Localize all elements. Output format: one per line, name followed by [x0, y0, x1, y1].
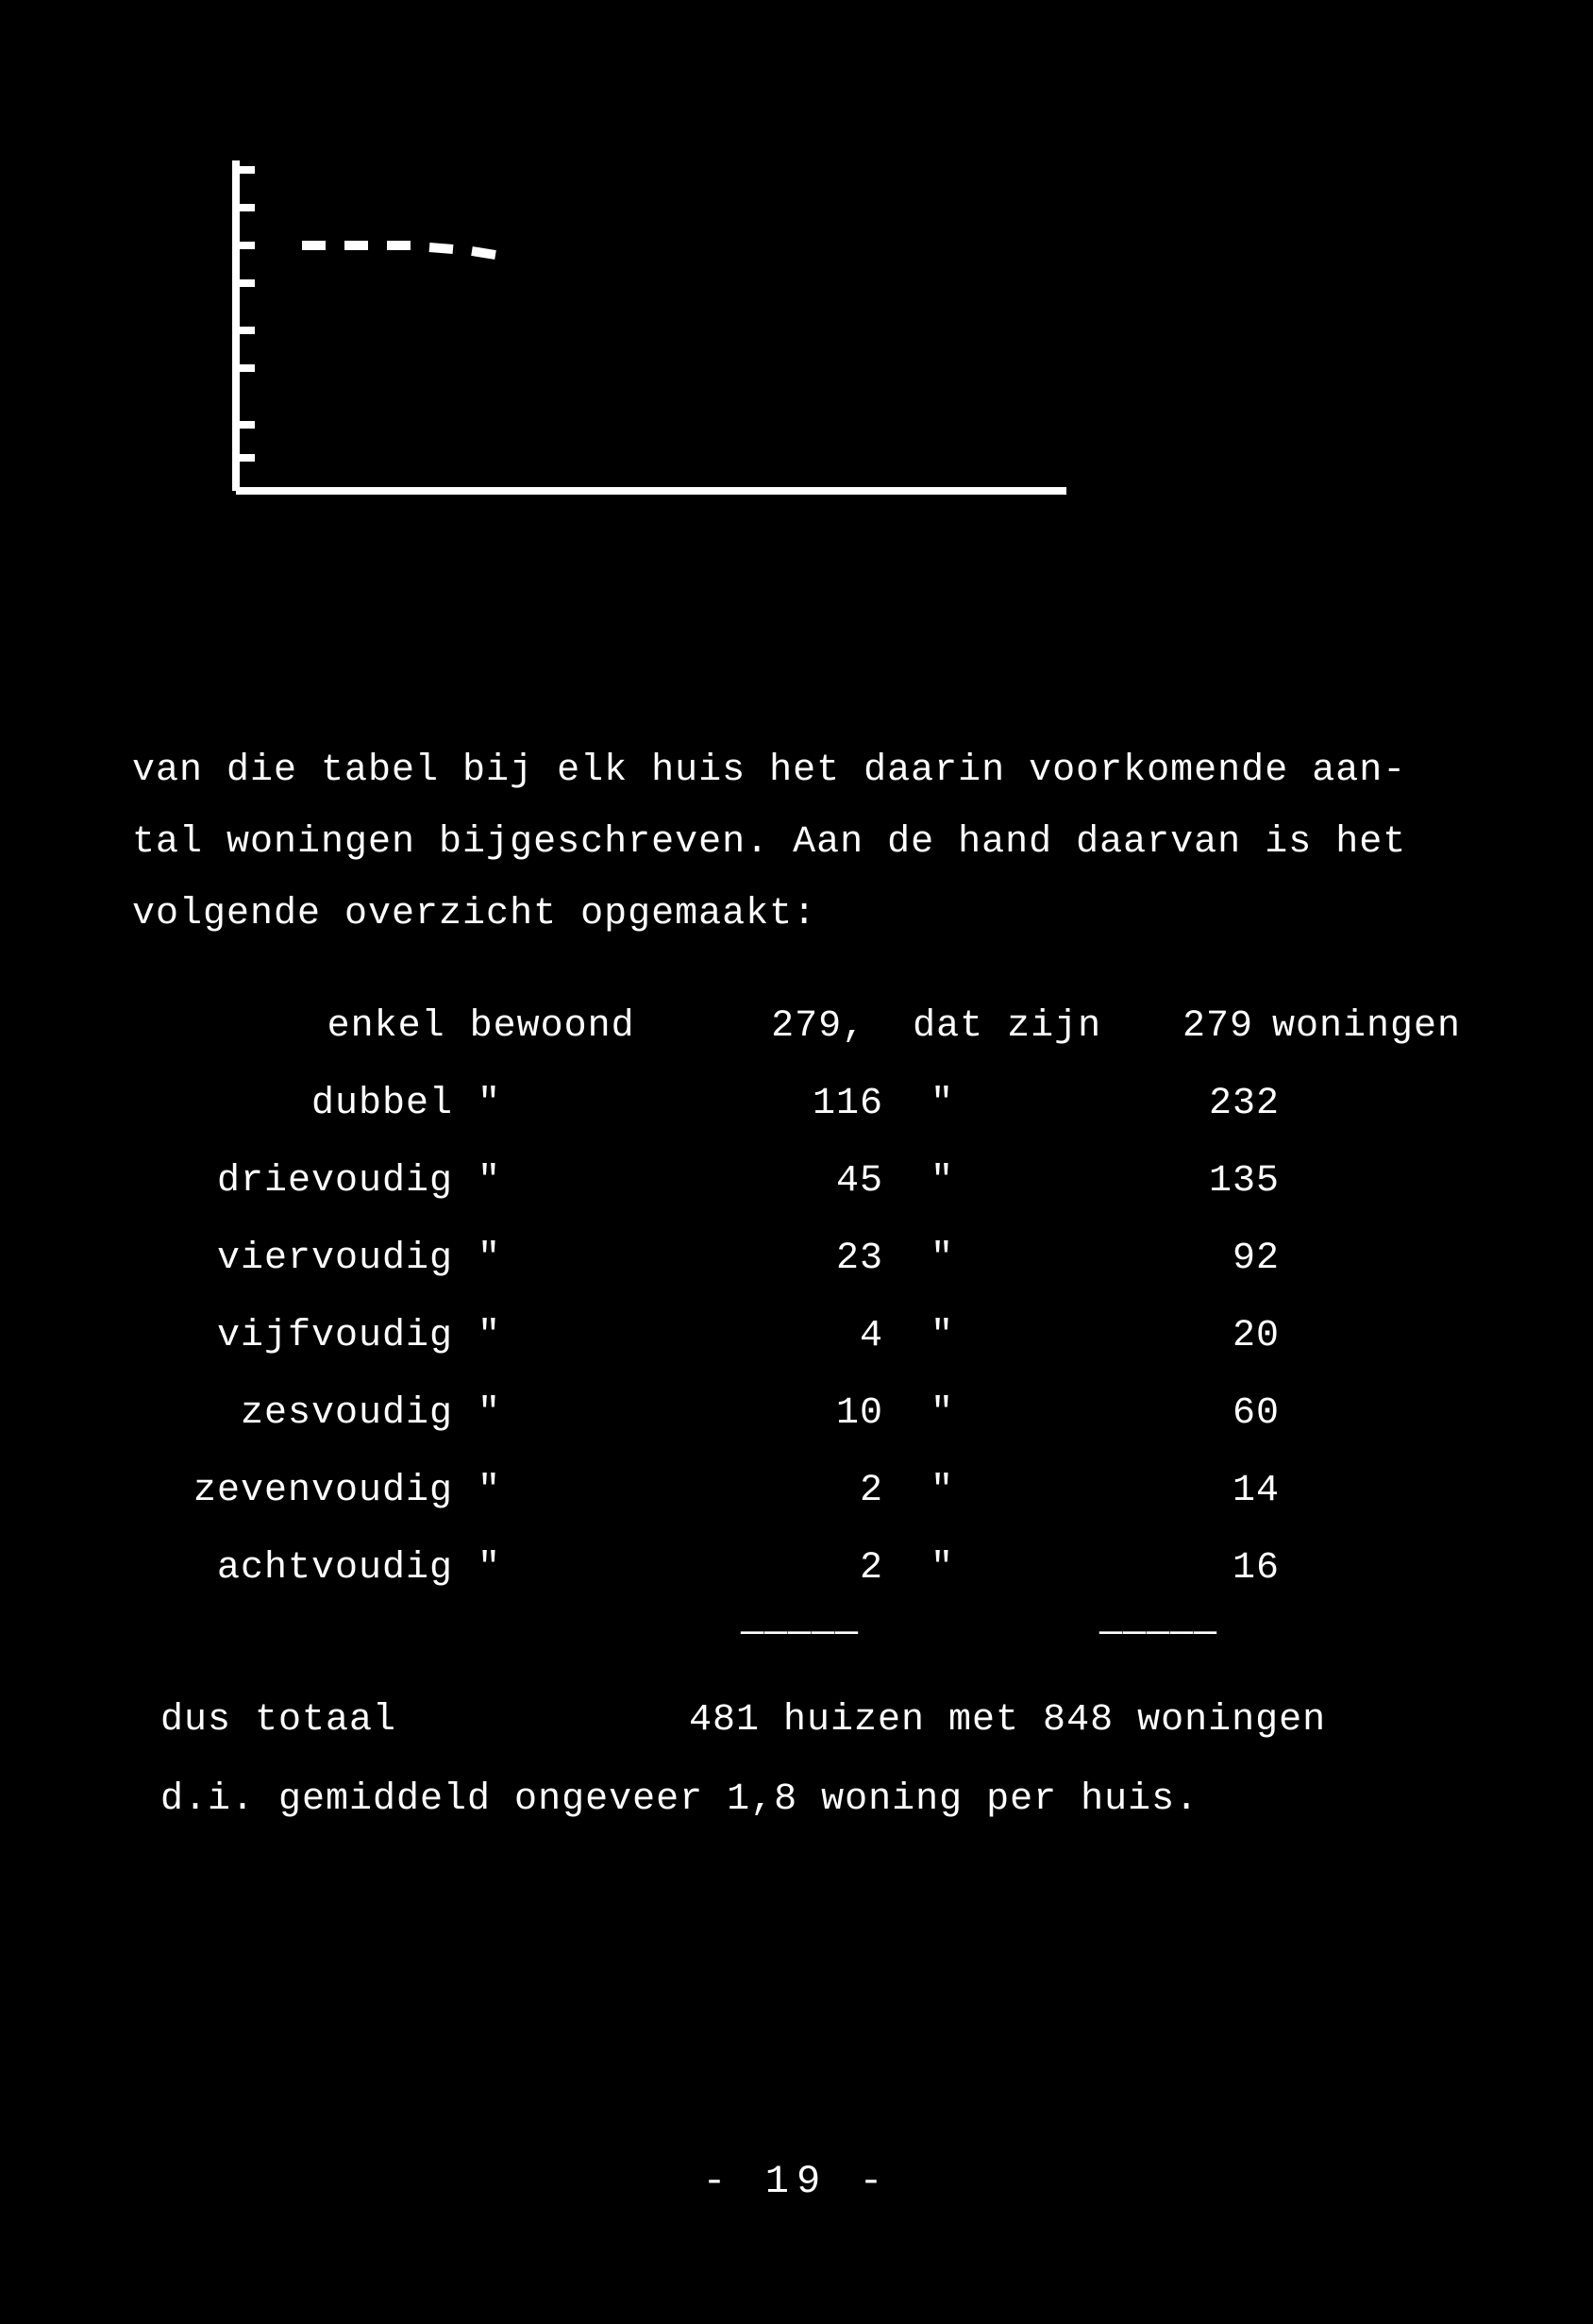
row-count: 2	[685, 1530, 893, 1608]
row-label: dubbel	[132, 1066, 470, 1143]
chart-fragment	[217, 160, 1461, 528]
header-bewoond: bewoond	[462, 988, 673, 1066]
paragraph-line: tal woningen bijgeschreven. Aan de hand …	[132, 807, 1461, 879]
ditto-mark: "	[893, 1453, 1148, 1530]
row-label: viervoudig	[132, 1221, 470, 1298]
table-header-row: enkel bewoond 279, dat zijn 279 woningen	[132, 988, 1461, 1066]
row-label: drievoudig	[132, 1143, 470, 1221]
table-row: viervoudig " 23 " 92	[132, 1221, 1461, 1298]
dash-mark: —————	[661, 1608, 868, 1660]
header-label: enkel	[132, 988, 462, 1066]
row-label: achtvoudig	[132, 1530, 470, 1608]
dash-mark: —————	[1085, 1608, 1217, 1660]
table-row: zevenvoudig " 2 " 14	[132, 1453, 1461, 1530]
intro-paragraph: van die tabel bij elk huis het daarin vo…	[132, 735, 1461, 951]
ditto-mark: "	[893, 1143, 1148, 1221]
axis-icon	[217, 160, 1085, 500]
totals-value: 481 huizen met 848 woningen	[689, 1685, 1326, 1757]
table-divider-row: ————— —————	[132, 1608, 1461, 1660]
ditto-mark: "	[470, 1530, 685, 1608]
paragraph-line: van die tabel bij elk huis het daarin vo…	[132, 735, 1461, 807]
header-won: 279	[1124, 988, 1253, 1066]
row-count: 45	[685, 1143, 893, 1221]
ditto-mark: "	[470, 1298, 685, 1375]
table-row: dubbel " 116 " 232	[132, 1066, 1461, 1143]
row-won: 20	[1148, 1298, 1280, 1375]
row-label: zesvoudig	[132, 1375, 470, 1453]
row-label: vijfvoudig	[132, 1298, 470, 1375]
row-won: 16	[1148, 1530, 1280, 1608]
totals-block: dus totaal 481 huizen met 848 woningen	[132, 1685, 1461, 1757]
table-row: zesvoudig " 10 " 60	[132, 1375, 1461, 1453]
header-tail: woningen	[1253, 988, 1461, 1066]
ditto-mark: "	[893, 1298, 1148, 1375]
average-line: d.i. gemiddeld ongeveer 1,8 woning per h…	[132, 1764, 1461, 1836]
ditto-mark: "	[470, 1066, 685, 1143]
overview-table: enkel bewoond 279, dat zijn 279 woningen…	[132, 988, 1461, 1660]
row-count: 10	[685, 1375, 893, 1453]
header-middle: dat zijn	[875, 988, 1124, 1066]
ditto-mark: "	[470, 1221, 685, 1298]
row-count: 116	[685, 1066, 893, 1143]
header-count: 279,	[672, 988, 875, 1066]
page: van die tabel bij elk huis het daarin vo…	[0, 0, 1593, 2324]
ditto-mark: "	[893, 1066, 1148, 1143]
row-count: 4	[685, 1298, 893, 1375]
row-count: 2	[685, 1453, 893, 1530]
row-count: 23	[685, 1221, 893, 1298]
ditto-mark: "	[893, 1221, 1148, 1298]
row-won: 92	[1148, 1221, 1280, 1298]
totals-label: dus totaal	[132, 1685, 689, 1757]
row-won: 60	[1148, 1375, 1280, 1453]
ditto-mark: "	[470, 1143, 685, 1221]
row-label: zevenvoudig	[132, 1453, 470, 1530]
ditto-mark: "	[470, 1375, 685, 1453]
ditto-mark: "	[893, 1375, 1148, 1453]
row-won: 232	[1148, 1066, 1280, 1143]
row-won: 135	[1148, 1143, 1280, 1221]
paragraph-line: volgende overzicht opgemaakt:	[132, 879, 1461, 951]
ditto-mark: "	[893, 1530, 1148, 1608]
ditto-mark: "	[470, 1453, 685, 1530]
table-row: achtvoudig " 2 " 16	[132, 1530, 1461, 1608]
row-won: 14	[1148, 1453, 1280, 1530]
table-row: drievoudig " 45 " 135	[132, 1143, 1461, 1221]
page-number: - 19 -	[0, 2145, 1593, 2220]
table-row: vijfvoudig " 4 " 20	[132, 1298, 1461, 1375]
